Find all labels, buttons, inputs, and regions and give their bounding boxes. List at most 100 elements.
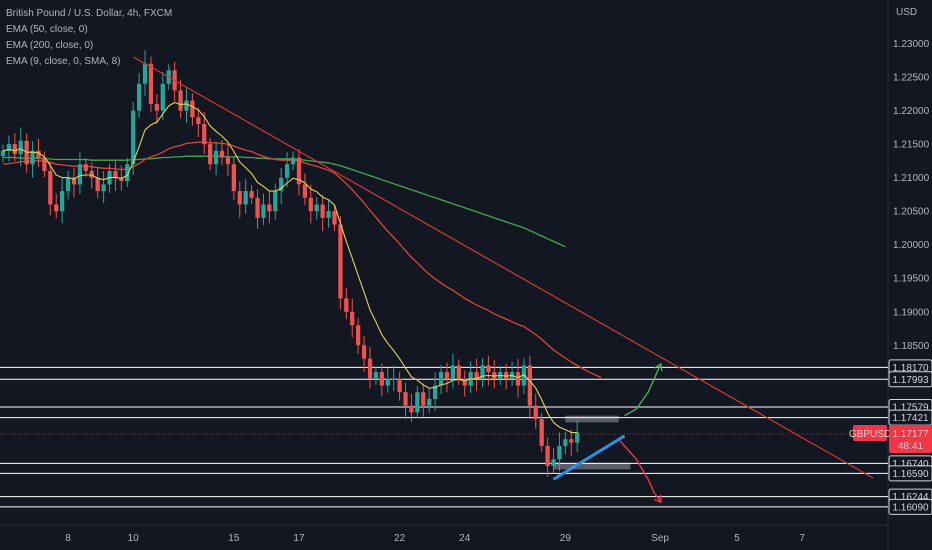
candle-body	[350, 311, 355, 326]
bearish-projection-arrow	[618, 438, 661, 501]
x-tick-label: 29	[560, 533, 572, 544]
candle-body	[415, 392, 420, 413]
candle-body	[308, 197, 313, 212]
symbol-label-box	[853, 425, 887, 442]
x-tick-label: 10	[128, 533, 140, 544]
candle-body	[77, 164, 83, 185]
chart-title: British Pound / U.S. Dollar, 4h, FXCM	[6, 8, 173, 19]
x-tick-label: 8	[65, 533, 71, 544]
candle-body	[474, 372, 479, 379]
candle-body	[456, 365, 461, 379]
candle-body	[231, 164, 236, 192]
level-price-label: 1.16244	[892, 492, 929, 503]
candle-body	[373, 372, 379, 379]
candle-body	[302, 184, 308, 198]
x-tick-label: Sep	[651, 533, 669, 544]
candle-body	[379, 372, 384, 386]
candle-body	[243, 191, 248, 205]
indicator-ema200-label: EMA (200, close, 0)	[6, 40, 94, 51]
consolidation-zone	[565, 415, 619, 423]
candle-body	[403, 392, 408, 406]
candle-body	[480, 365, 485, 379]
y-tick-label: 1.23000	[893, 39, 930, 50]
x-tick-label: 22	[394, 533, 406, 544]
candle-body	[208, 144, 213, 165]
candle-body	[267, 204, 272, 212]
level-price-box	[888, 371, 932, 388]
candle-body	[54, 204, 59, 212]
candle-body	[261, 204, 266, 218]
y-tick-label: 1.19500	[893, 274, 930, 285]
candle-body	[409, 405, 414, 413]
bullish-projection-arrow	[624, 365, 661, 417]
candle-body	[557, 445, 562, 460]
candle-body	[432, 385, 438, 399]
candle-body	[136, 83, 142, 111]
candle-body	[83, 164, 88, 171]
ema50-line	[2, 141, 602, 379]
candle-body	[71, 177, 77, 185]
candle-body	[385, 378, 390, 386]
candle-body	[504, 372, 509, 379]
candle-body	[30, 150, 35, 165]
candle-body	[397, 378, 402, 393]
x-tick-label: 17	[293, 533, 305, 544]
candle-body	[421, 392, 426, 406]
consolidation-zone	[553, 462, 631, 470]
candle-body	[338, 224, 343, 299]
candle-body	[0, 150, 6, 157]
candle-body	[391, 378, 396, 380]
candle-body	[237, 191, 242, 205]
candle-body	[361, 345, 367, 359]
candle-body	[569, 439, 574, 443]
y-tick-label: 1.20000	[893, 240, 930, 251]
candle-body	[527, 365, 532, 406]
indicator-ema50-label: EMA (50, close, 0)	[6, 24, 88, 35]
candle-body	[119, 177, 124, 181]
candle-body	[563, 439, 568, 446]
ascending-support-line	[552, 434, 626, 481]
candle-body	[249, 191, 254, 198]
candle-body	[314, 204, 319, 212]
candle-body	[486, 365, 491, 373]
level-price-box	[888, 465, 932, 482]
candle-body	[255, 197, 260, 218]
countdown-label: 48:41	[898, 441, 923, 452]
last-price-label: 1.17177	[892, 429, 929, 440]
candle-body	[273, 191, 278, 212]
level-price-label: 1.16740	[892, 459, 929, 470]
candle-body	[367, 358, 373, 379]
candle-body	[284, 164, 290, 178]
candle-body	[125, 164, 130, 181]
x-tick-label: 15	[228, 533, 240, 544]
candle-body	[575, 432, 580, 443]
y-tick-label: 1.18500	[893, 341, 930, 352]
level-price-label: 1.17993	[892, 375, 929, 386]
candle-body	[148, 63, 154, 104]
candle-body	[356, 325, 361, 346]
candle-body	[202, 124, 207, 145]
y-tick-label: 1.22000	[893, 106, 930, 117]
candle-body	[492, 372, 497, 379]
candle-body	[6, 144, 12, 151]
candle-body	[142, 63, 148, 84]
last-price-box	[889, 425, 932, 454]
candle-body	[95, 177, 100, 192]
x-tick-label: 5	[734, 533, 740, 544]
candle-body	[131, 110, 136, 165]
candle-body	[320, 204, 325, 218]
candle-body	[154, 103, 160, 111]
level-price-label: 1.18170	[892, 363, 929, 374]
candle-body	[515, 372, 521, 386]
y-tick-label: 1.20500	[893, 207, 930, 218]
candle-body	[184, 100, 189, 111]
ema9-line	[2, 101, 578, 434]
candle-body	[438, 372, 444, 386]
candle-body	[539, 419, 544, 446]
candle-body	[178, 90, 183, 111]
y-tick-label: 1.21500	[893, 140, 930, 151]
candle-body	[279, 177, 284, 192]
candle-body	[36, 150, 41, 158]
